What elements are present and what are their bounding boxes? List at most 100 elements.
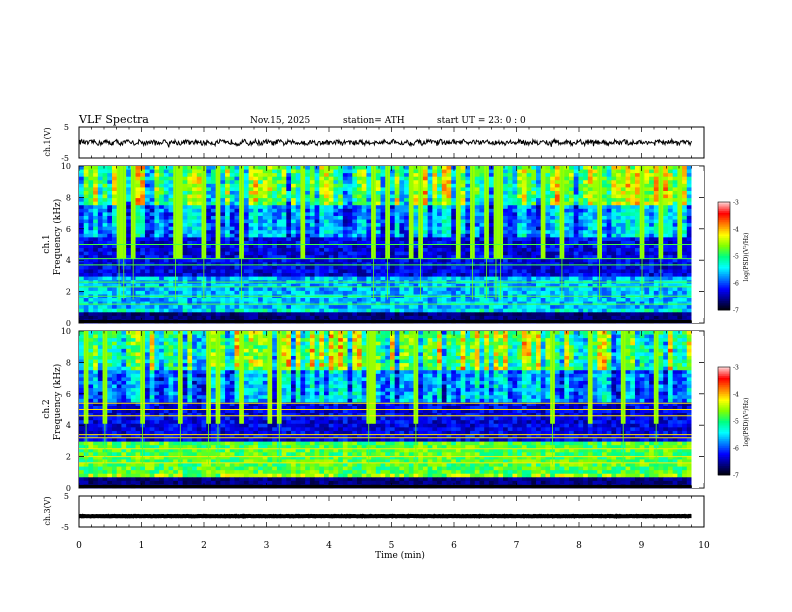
- spectrogram-cell: [474, 198, 480, 203]
- spectrogram-cell: [338, 173, 344, 178]
- spectrogram-cell: [276, 176, 282, 181]
- spectrogram-cell: [276, 262, 282, 267]
- spectrogram-cell: [536, 180, 542, 185]
- spectrogram-cell: [446, 187, 452, 192]
- spectrogram-cell: [93, 194, 99, 199]
- spectrogram-cell: [663, 212, 669, 217]
- spectrogram-cell: [356, 237, 363, 242]
- spectrogram-cell: [225, 244, 231, 249]
- spectrogram-cell: [653, 173, 659, 178]
- spectrogram-cell: [79, 190, 85, 195]
- spectrogram-cell: [206, 265, 212, 270]
- spectrogram-cell: [88, 255, 94, 260]
- spectrogram-cell: [347, 248, 353, 253]
- spectrogram-cell: [97, 205, 103, 210]
- spectrogram-cell: [97, 276, 103, 281]
- spectrogram-cell: [333, 276, 339, 281]
- spectrogram-cell: [102, 180, 108, 185]
- spectrogram-cell: [606, 230, 612, 235]
- spectrogram-cell: [601, 198, 608, 203]
- spectrogram-cell: [564, 240, 570, 245]
- spectrogram-cell: [521, 237, 527, 242]
- spectrogram-cell: [168, 251, 174, 256]
- spectrogram-cell: [644, 237, 650, 242]
- spectrogram-cell: [550, 262, 556, 267]
- spectrogram-cell: [587, 212, 593, 217]
- spectrogram-cell: [587, 244, 593, 249]
- spectrogram-cell: [441, 205, 447, 210]
- spectrogram-cell: [229, 265, 235, 270]
- spectrogram-cell: [210, 287, 217, 292]
- spectrogram-cell: [394, 237, 400, 242]
- spectrogram-cell: [465, 283, 471, 288]
- spectrogram-cell: [248, 290, 254, 295]
- spectrogram-cell: [206, 169, 212, 174]
- spectrogram-cell: [88, 273, 94, 278]
- spectrogram-cell: [667, 215, 674, 220]
- spectrogram-cell: [667, 194, 674, 199]
- spectrogram-cell: [140, 244, 146, 249]
- spectrogram-cell: [163, 265, 169, 270]
- spectrogram-cell: [521, 223, 527, 228]
- spectrogram-cell: [649, 180, 655, 185]
- spectrogram-cell: [328, 169, 334, 174]
- spectrogram-cell: [361, 169, 367, 174]
- spectrogram-cell: [587, 180, 593, 185]
- spectrogram-cell: [182, 283, 188, 288]
- spectrogram-cell: [427, 287, 433, 292]
- spectrogram-cell: [314, 258, 320, 263]
- spectrogram-cell: [653, 244, 659, 249]
- spectrogram-cell: [451, 283, 457, 288]
- spectrogram-cell: [319, 190, 325, 195]
- spectrogram-cell: [512, 183, 518, 188]
- spectrogram-cell: [328, 258, 334, 263]
- spectrogram-cell: [507, 269, 513, 274]
- spectrogram-cell: [479, 244, 485, 249]
- spectrogram-cell: [531, 290, 537, 295]
- spectrogram-cell: [564, 226, 570, 231]
- spectrogram-cell: [229, 183, 235, 188]
- spectrogram-cell: [135, 265, 141, 270]
- spectrogram-cell: [389, 258, 396, 263]
- spectrogram-cell: [587, 183, 593, 188]
- spectrogram-cell: [234, 251, 240, 256]
- spectrogram-cell: [262, 273, 268, 278]
- spectrogram-cell: [540, 226, 546, 231]
- spectrogram-cell: [177, 298, 184, 302]
- spectrogram-cell: [342, 276, 348, 281]
- spectrogram-cell: [107, 290, 113, 295]
- spectrogram-cell: [276, 298, 282, 302]
- spectrogram-cell: [276, 208, 282, 213]
- spectrogram-cell: [210, 219, 217, 224]
- spectrogram-cell: [616, 190, 622, 195]
- spectrogram-cell: [625, 255, 631, 260]
- spectrogram-cell: [229, 251, 235, 256]
- spectrogram-cell: [606, 166, 612, 170]
- spectrogram-cell: [592, 251, 598, 256]
- spectrogram-cell: [634, 183, 641, 188]
- spectrogram-cell: [248, 240, 254, 245]
- spectrogram-cell: [342, 215, 348, 220]
- spectrogram-cell: [126, 169, 132, 174]
- spectrogram-cell: [234, 237, 240, 242]
- spectrogram-cell: [111, 276, 118, 281]
- spectrogram-cell: [102, 233, 108, 238]
- spectrogram-cell: [182, 237, 188, 242]
- spectrogram-cell: [545, 169, 551, 174]
- spectrogram-cell: [380, 287, 386, 292]
- spectrogram-cell: [328, 283, 334, 288]
- spectrogram-cell: [291, 262, 297, 267]
- spectrogram-cell: [319, 230, 325, 235]
- spectrogram-cell: [630, 290, 636, 295]
- spectrogram-cell: [291, 180, 297, 185]
- spectrogram-cell: [333, 187, 339, 192]
- spectrogram-cell: [267, 166, 273, 170]
- spectrogram-cell: [272, 190, 278, 195]
- spectrogram-cell: [253, 219, 259, 224]
- spectrogram-cell: [79, 230, 85, 235]
- spectrogram-cell: [107, 230, 113, 235]
- spectrogram-cell: [352, 173, 358, 178]
- spectrogram-cell: [587, 223, 593, 228]
- spectrogram-cell: [375, 194, 381, 199]
- spectrogram-cell: [356, 187, 363, 192]
